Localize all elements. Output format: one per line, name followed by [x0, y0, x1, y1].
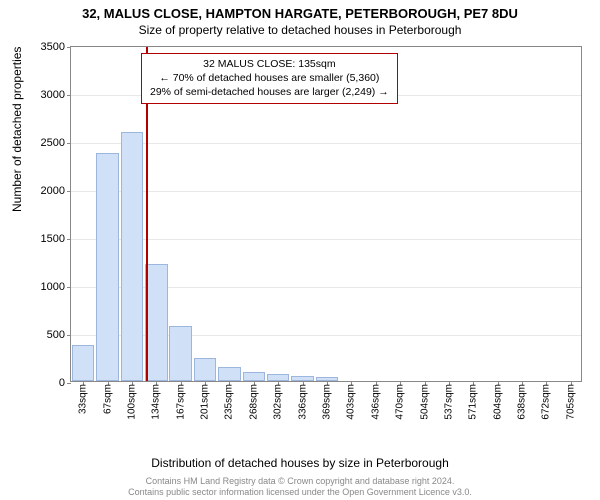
ytick-mark	[67, 47, 71, 48]
xtick-label: 571sqm	[468, 381, 479, 420]
histogram-bar	[169, 326, 191, 381]
ytick-label: 2000	[41, 185, 65, 197]
address-title: 32, MALUS CLOSE, HAMPTON HARGATE, PETERB…	[0, 0, 600, 21]
histogram-bar	[243, 372, 265, 381]
xtick-label: 235sqm	[224, 381, 235, 420]
ytick-mark	[67, 143, 71, 144]
xtick-label: 436sqm	[370, 381, 381, 420]
xtick-label: 302sqm	[273, 381, 284, 420]
ytick-label: 3000	[41, 89, 65, 101]
xtick-label: 504sqm	[419, 381, 430, 420]
xtick-label: 33sqm	[78, 381, 89, 414]
xtick-label: 672sqm	[541, 381, 552, 420]
histogram-bar	[194, 358, 216, 381]
callout-line-1: 32 MALUS CLOSE: 135sqm	[150, 57, 389, 71]
xtick-label: 537sqm	[443, 381, 454, 420]
x-axis-label: Distribution of detached houses by size …	[0, 456, 600, 470]
xtick-label: 100sqm	[126, 381, 137, 420]
y-axis-label: Number of detached properties	[10, 47, 24, 212]
ytick-mark	[67, 191, 71, 192]
xtick-label: 638sqm	[517, 381, 528, 420]
callout-box: 32 MALUS CLOSE: 135sqm← 70% of detached …	[141, 53, 398, 104]
xtick-label: 470sqm	[395, 381, 406, 420]
xtick-label: 369sqm	[322, 381, 333, 420]
xtick-label: 67sqm	[102, 381, 113, 414]
xtick-label: 336sqm	[297, 381, 308, 420]
histogram-bar	[145, 264, 167, 381]
plot-region: 050010001500200025003000350033sqm67sqm10…	[70, 46, 582, 382]
ytick-label: 0	[59, 377, 65, 389]
histogram-bar	[267, 374, 289, 381]
xtick-label: 604sqm	[492, 381, 503, 420]
ytick-label: 2500	[41, 137, 65, 149]
xtick-label: 201sqm	[200, 381, 211, 420]
callout-line-3: 29% of semi-detached houses are larger (…	[150, 85, 389, 99]
chart-area: 050010001500200025003000350033sqm67sqm10…	[46, 42, 586, 422]
ytick-label: 1500	[41, 233, 65, 245]
footer-copyright-2: Contains public sector information licen…	[0, 487, 600, 497]
xtick-label: 268sqm	[248, 381, 259, 420]
xtick-label: 705sqm	[565, 381, 576, 420]
callout-line-2: ← 70% of detached houses are smaller (5,…	[150, 71, 389, 85]
histogram-bar	[96, 153, 118, 381]
histogram-bar	[72, 345, 94, 381]
ytick-label: 3500	[41, 41, 65, 53]
ytick-mark	[67, 287, 71, 288]
footer-copyright-1: Contains HM Land Registry data © Crown c…	[0, 476, 600, 486]
xtick-label: 403sqm	[346, 381, 357, 420]
ytick-label: 1000	[41, 281, 65, 293]
xtick-label: 134sqm	[151, 381, 162, 420]
ytick-mark	[67, 335, 71, 336]
ytick-mark	[67, 95, 71, 96]
ytick-mark	[67, 383, 71, 384]
ytick-label: 500	[47, 329, 65, 341]
histogram-bar	[121, 132, 143, 381]
chart-subtitle: Size of property relative to detached ho…	[0, 21, 600, 37]
histogram-bar	[218, 367, 240, 381]
xtick-label: 167sqm	[175, 381, 186, 420]
ytick-mark	[67, 239, 71, 240]
